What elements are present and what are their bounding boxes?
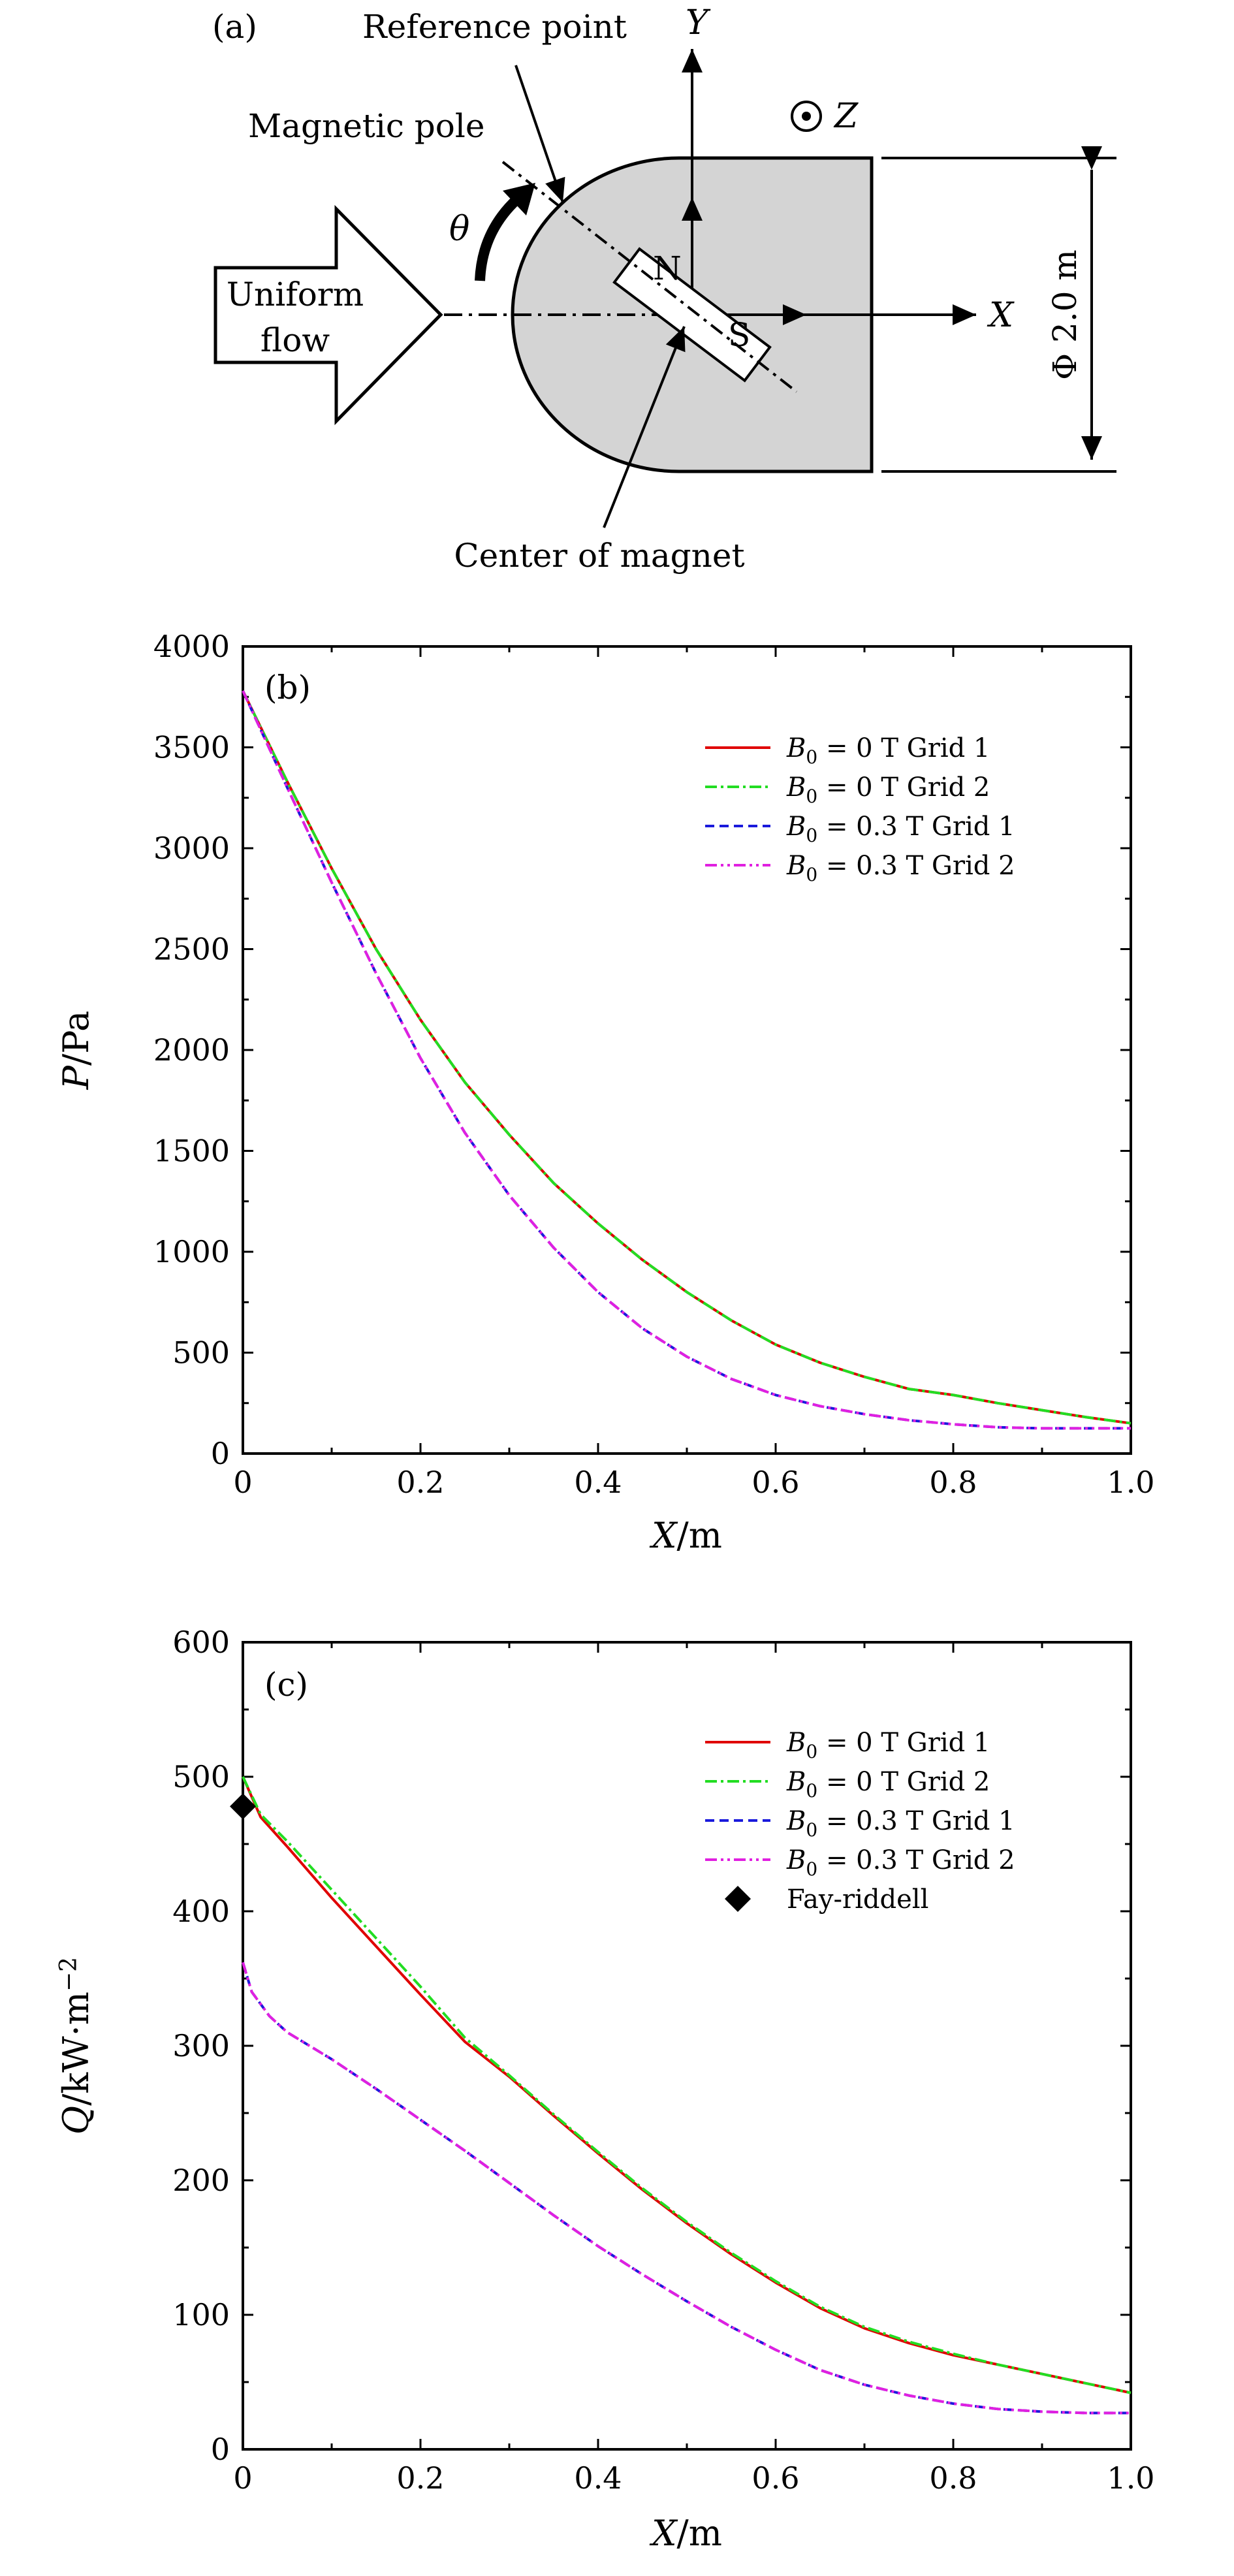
uniform-flow-label-line2: flow [261, 321, 330, 359]
reference-point-label: Reference point [362, 8, 627, 46]
chart-c-y-label: Q/kW·m−2 [55, 1957, 97, 2135]
magnet-north-label: N [653, 249, 682, 287]
y-tick-label: 200 [172, 2163, 230, 2198]
y-tick-label: 4000 [153, 629, 230, 664]
series-line-2 [242, 690, 1131, 1425]
theta-arrowhead-icon [503, 183, 535, 215]
z-axis-label: Z [833, 97, 859, 136]
chart-b-ticks: 0 0.2 0.4 0.6 0.8 1.0 0 500 1000 1500 2000 2500 3000… [153, 629, 1155, 1500]
schematic-diagram: (a) Uniform flow X Y Z N S Magnetic pole… [212, 3, 1116, 575]
x-axis-label: X [987, 296, 1015, 335]
x-tick-label: 1.0 [1107, 1465, 1154, 1500]
legend-label-4: B0 = 0.3 T Grid 2 [786, 851, 1015, 885]
theta-label: θ [449, 210, 469, 249]
y-tick-label: 100 [172, 2297, 230, 2332]
legend-label-1: B0 = 0 T Grid 1 [786, 1728, 990, 1762]
x-tick-label: 0 [233, 2460, 252, 2496]
chart-c-frame [242, 1641, 1132, 2451]
x-tick-label: 0.4 [574, 2460, 622, 2496]
series-line-4 [242, 690, 1131, 1430]
chart-b-curves [242, 690, 1131, 1430]
series-line-3 [242, 1962, 1131, 2415]
y-tick-label: 3000 [153, 831, 230, 866]
panel-label-a: (a) [212, 8, 257, 46]
series-line-2 [242, 1776, 1131, 2394]
legend-label-1: B0 = 0 T Grid 1 [786, 733, 990, 768]
legend-label-4: B0 = 0.3 T Grid 2 [786, 1845, 1015, 1880]
chart-c-legend: B0 = 0 T Grid 1 B0 = 0 T Grid 2 B0 = 0.3 T… [705, 1728, 1015, 1915]
y-tick-label: 0 [211, 2432, 230, 2467]
center-of-magnet-label: Center of magnet [454, 537, 744, 575]
y-tick-label: 1000 [153, 1234, 230, 1269]
y-tick-label: 0 [211, 1436, 230, 1471]
y-tick-label: 2500 [153, 932, 230, 967]
panel-label-c: (c) [264, 1666, 308, 1704]
pressure-chart: (b) 0 0.2 0.4 0.6 0.8 1.0 0 500 1000 1500 2000 2500… [55, 629, 1155, 1556]
chart-c-curves [230, 1776, 1131, 2415]
magnetic-pole-label: Magnetic pole [248, 107, 484, 145]
legend-marker-fay-riddell [725, 1886, 751, 1912]
chart-c-ticks: 0 0.2 0.4 0.6 0.8 1.0 0 100 200 300 400 500 600 [172, 1625, 1154, 2496]
x-tick-label: 0.6 [751, 2460, 799, 2496]
x-tick-label: 0.8 [929, 1465, 977, 1500]
chart-b-frame [242, 645, 1132, 1455]
y-tick-label: 600 [172, 1625, 230, 1660]
z-axis-out-of-page-icon [791, 101, 822, 132]
x-tick-label: 0.6 [751, 1465, 799, 1500]
x-tick-label: 0.8 [929, 2460, 977, 2496]
y-tick-label: 500 [172, 1759, 230, 1794]
chart-b-y-label: P/Pa [55, 1011, 97, 1090]
y-tick-label: 400 [172, 1894, 230, 1929]
y-tick-label: 300 [172, 2028, 230, 2063]
panel-label-b: (b) [264, 669, 311, 707]
legend-label-2: B0 = 0 T Grid 2 [786, 1767, 990, 1802]
series-line-1 [242, 690, 1131, 1425]
z-axis-dot-icon [802, 112, 811, 121]
uniform-flow-label-line1: Uniform [227, 276, 364, 313]
chart-b-legend: B0 = 0 T Grid 1 B0 = 0 T Grid 2 B0 = 0.3 T… [705, 733, 1015, 885]
legend-label-3: B0 = 0.3 T Grid 1 [786, 812, 1015, 846]
x-tick-label: 0.4 [574, 1465, 622, 1500]
chart-c-x-label: X/m [649, 2513, 722, 2554]
diameter-label: Φ 2.0 m [1046, 249, 1084, 380]
uniform-flow-arrow [214, 204, 443, 426]
legend-label-3: B0 = 0.3 T Grid 1 [786, 1806, 1015, 1841]
x-tick-label: 0.2 [396, 1465, 444, 1500]
x-tick-label: 1.0 [1107, 2460, 1154, 2496]
y-axis-label: Y [686, 3, 711, 42]
y-tick-label: 1500 [153, 1134, 230, 1169]
fay-riddell-point [230, 1793, 256, 1820]
series-line-3 [242, 690, 1131, 1430]
center-of-magnet-leader [603, 326, 686, 528]
x-tick-label: 0 [233, 1465, 252, 1500]
y-tick-label: 2000 [153, 1032, 230, 1068]
legend-label-fay-riddell: Fay-riddell [787, 1884, 928, 1915]
legend-label-2: B0 = 0 T Grid 2 [786, 772, 990, 807]
x-tick-label: 0.2 [396, 2460, 444, 2496]
chart-b-x-label: X/m [649, 1515, 722, 1556]
y-tick-label: 3500 [153, 730, 230, 765]
heat-flux-chart: (c) 0 0.2 0.4 0.6 0.8 1.00100200300400500600 … [55, 1625, 1155, 2554]
theta-rotation-arrow [475, 195, 521, 281]
y-tick-label: 500 [172, 1335, 230, 1371]
reference-point-leader [514, 65, 565, 203]
series-line-4 [242, 1962, 1131, 2415]
